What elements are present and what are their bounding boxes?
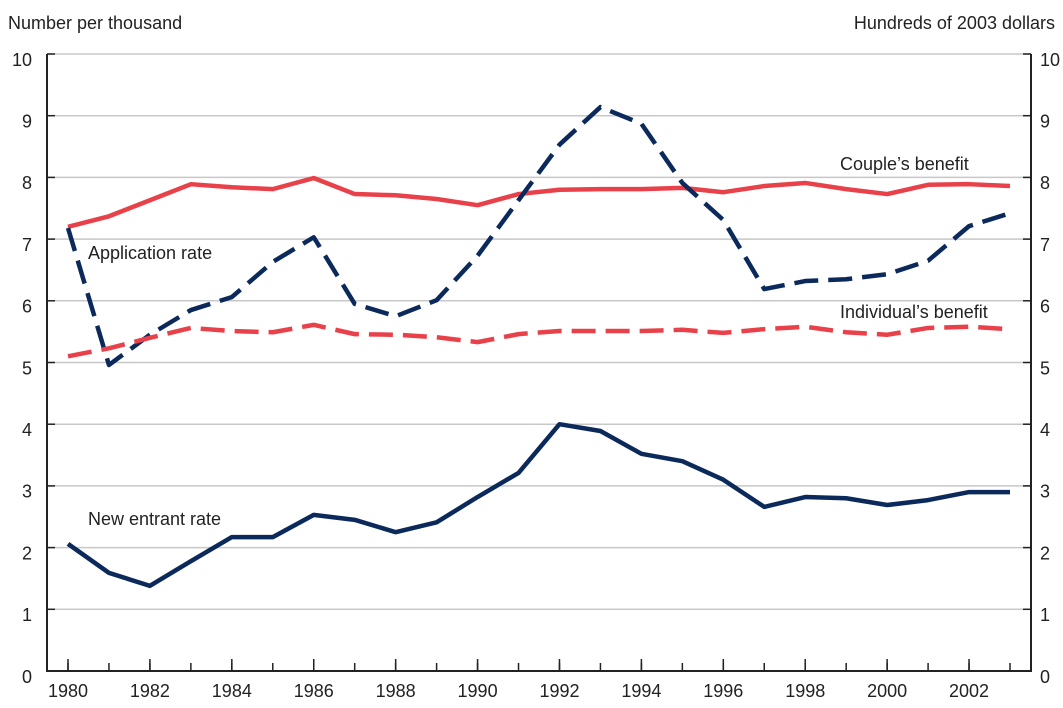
y2-tick-label: 1 <box>1040 605 1050 625</box>
y2-tick-label: 8 <box>1040 173 1050 193</box>
series-label: Individual’s benefit <box>840 302 988 322</box>
y2-tick-label: 10 <box>1040 50 1060 70</box>
series-line <box>67 322 1011 359</box>
series-label: Application rate <box>88 243 212 263</box>
series-line <box>65 104 1011 368</box>
series-line <box>67 175 1011 229</box>
axis-frame <box>46 54 1032 672</box>
x-tick-label: 1988 <box>376 681 416 701</box>
y2-axis-label: Hundreds of 2003 dollars <box>854 13 1055 33</box>
x-tick-label: 2002 <box>949 681 989 701</box>
x-tick-label: 1984 <box>212 681 252 701</box>
y-tick-label: 3 <box>22 482 32 502</box>
x-tick-label: 1994 <box>621 681 661 701</box>
x-tick-label: 1986 <box>294 681 334 701</box>
x-tick-label: 1992 <box>539 681 579 701</box>
x-tick-label: 2000 <box>867 681 907 701</box>
y-tick-label: 7 <box>22 235 32 255</box>
series-label: New entrant rate <box>88 509 221 529</box>
series-line <box>66 421 1010 589</box>
x-tick-label: 1980 <box>48 681 88 701</box>
y-axis-label: Number per thousand <box>8 13 182 33</box>
x-tick-label: 1982 <box>130 681 170 701</box>
y-tick-label: 5 <box>22 358 32 378</box>
y2-tick-label: 3 <box>1040 482 1050 502</box>
x-tick-label: 1996 <box>703 681 743 701</box>
series-label: Couple’s benefit <box>840 154 969 174</box>
y-tick-label: 0 <box>22 667 32 687</box>
y2-tick-label: 5 <box>1040 358 1050 378</box>
x-tick-label: 1990 <box>458 681 498 701</box>
y2-tick-label: 9 <box>1040 111 1050 131</box>
y-tick-label: 8 <box>22 173 32 193</box>
y-tick-label: 2 <box>22 543 32 563</box>
y2-tick-label: 0 <box>1040 667 1050 687</box>
y-tick-label: 1 <box>22 605 32 625</box>
y2-tick-label: 7 <box>1040 235 1050 255</box>
y2-tick-label: 2 <box>1040 543 1050 563</box>
y-tick-label: 6 <box>22 297 32 317</box>
y2-tick-label: 4 <box>1040 420 1050 440</box>
y-tick-label: 9 <box>22 111 32 131</box>
y-tick-label: 4 <box>22 420 32 440</box>
y-tick-label: 10 <box>12 50 32 70</box>
y2-tick-label: 6 <box>1040 297 1050 317</box>
x-tick-label: 1998 <box>785 681 825 701</box>
